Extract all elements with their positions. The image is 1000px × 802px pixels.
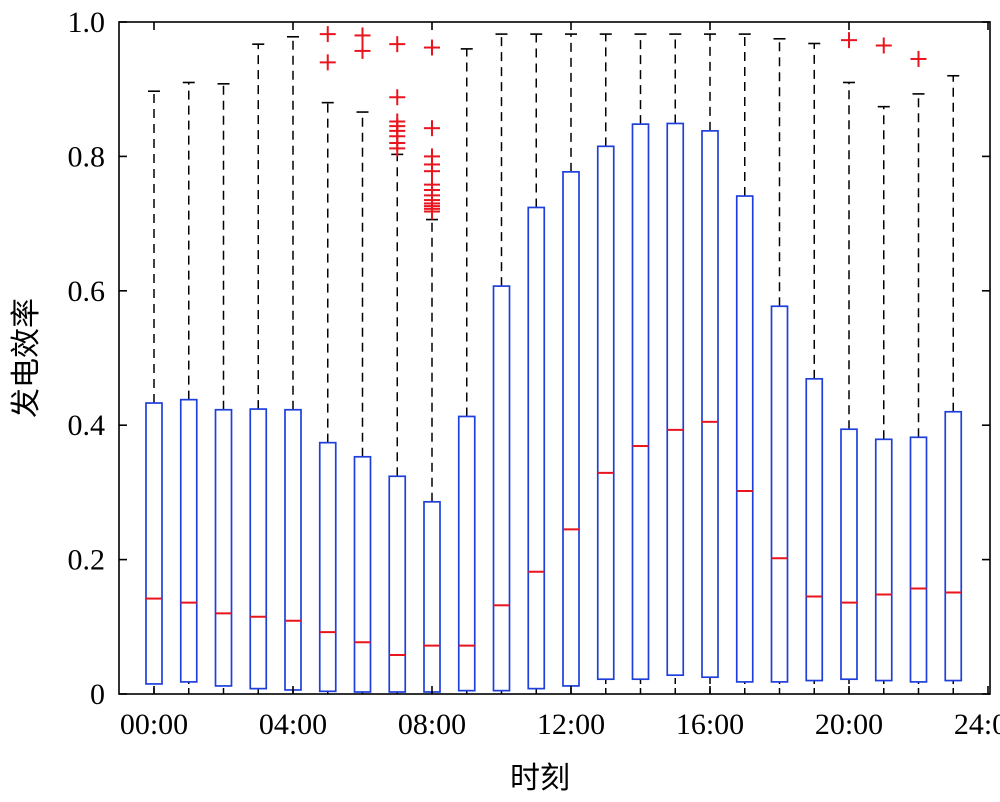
box-hour-23 — [944, 74, 963, 694]
outlier-marker — [424, 176, 440, 193]
x-tick-label: 00:00 — [120, 708, 188, 741]
box-hour-2 — [214, 83, 233, 694]
box-iqr — [353, 455, 372, 693]
box-iqr — [770, 305, 789, 683]
box-hour-12 — [562, 33, 580, 694]
box-iqr — [701, 130, 719, 679]
box-iqr — [666, 122, 685, 677]
y-tick-label: 0.2 — [68, 544, 106, 577]
box-hour-22 — [909, 50, 928, 694]
box-hour-1 — [179, 81, 198, 694]
outlier-marker — [424, 120, 440, 137]
box-iqr — [735, 195, 754, 683]
x-tick-label: 16:00 — [676, 708, 744, 741]
x-tick-label: 24:00 — [954, 708, 1000, 741]
box-hour-14 — [631, 33, 650, 694]
box-hour-8 — [423, 39, 441, 694]
x-tick-label: 04:00 — [259, 708, 327, 741]
box-hour-7 — [388, 36, 407, 694]
box-iqr — [388, 475, 407, 693]
box-iqr — [840, 428, 858, 681]
outlier-marker — [389, 36, 406, 53]
box-iqr — [527, 206, 546, 690]
box-hour-3 — [249, 43, 268, 694]
box-hour-10 — [492, 33, 511, 694]
box-iqr — [596, 145, 615, 681]
x-tick-label: 12:00 — [537, 708, 605, 741]
x-tick-label: 08:00 — [398, 708, 466, 741]
x-tick-label: 20:00 — [815, 708, 883, 741]
box-hour-21 — [874, 37, 893, 694]
x-axis: 00:00 04:00 08:00 12:00 16:00 20:00 24:00 — [120, 22, 1000, 741]
plot-area — [118, 21, 991, 695]
box-iqr — [423, 500, 441, 693]
y-tick-label: 1.0 — [68, 6, 106, 39]
box-hour-19 — [805, 42, 824, 694]
outlier-marker — [354, 27, 371, 44]
box-hour-16 — [701, 33, 719, 694]
outlier-marker — [389, 113, 406, 130]
box-hour-20 — [840, 32, 858, 694]
box-hour-4 — [284, 35, 302, 694]
y-axis: 0 0.2 0.4 0.6 0.8 1.0 — [68, 6, 990, 711]
box-iqr — [944, 410, 963, 682]
box-iqr — [318, 441, 337, 693]
box-hour-13 — [596, 33, 615, 694]
y-tick-label: 0.8 — [68, 140, 106, 173]
box-iqr — [214, 408, 233, 687]
box-iqr — [145, 402, 163, 685]
outlier-marker — [424, 39, 440, 56]
plot-frame — [118, 21, 991, 695]
outlier-marker — [319, 54, 336, 71]
box-hour-9 — [457, 48, 476, 694]
box-iqr — [457, 415, 476, 692]
x-axis-title: 时刻 — [510, 761, 570, 796]
box-hour-15 — [666, 33, 685, 694]
y-tick-label: 0.6 — [68, 275, 106, 308]
box-hour-0 — [145, 90, 163, 694]
box-iqr — [562, 171, 580, 687]
outlier-marker — [354, 42, 371, 59]
outlier-marker — [424, 148, 440, 165]
box-iqr — [909, 436, 928, 683]
box-hour-18 — [770, 37, 789, 694]
box-iqr — [284, 408, 302, 691]
box-iqr — [179, 398, 198, 683]
outlier-marker — [841, 32, 857, 49]
box-iqr — [631, 123, 650, 681]
box-iqr — [874, 438, 893, 682]
outlier-marker — [319, 26, 336, 43]
box-hour-17 — [735, 33, 754, 694]
outlier-marker — [910, 50, 927, 67]
outlier-marker — [389, 89, 406, 106]
box-hour-5 — [318, 26, 337, 694]
box-hour-6 — [353, 27, 372, 694]
y-axis-title: 发电效率 — [9, 298, 44, 418]
box-iqr — [805, 377, 824, 682]
y-tick-label: 0 — [90, 678, 105, 711]
box-iqr — [492, 285, 511, 692]
box-iqr — [249, 408, 268, 690]
outlier-marker — [875, 37, 892, 54]
y-tick-label: 0.4 — [68, 409, 106, 442]
box-hour-11 — [527, 33, 546, 694]
